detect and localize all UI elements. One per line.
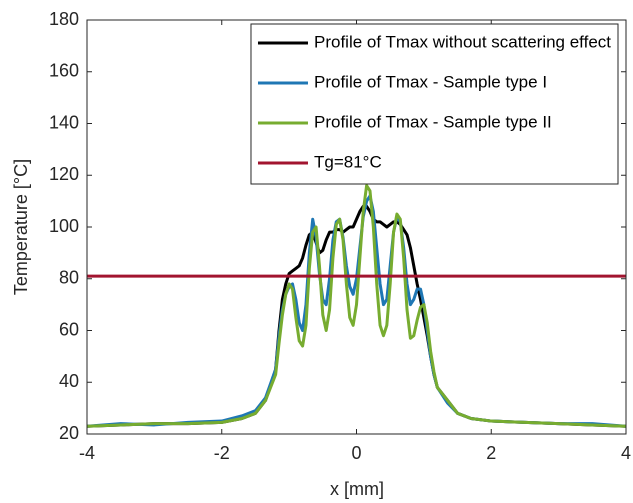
plot-frame [86,19,627,435]
y-tick-label: 100 [49,216,79,236]
y-tick-label: 120 [49,164,79,184]
legend-label: Profile of Tmax - Sample type I [314,72,547,91]
y-tick-label: 40 [59,371,79,391]
legend-label: Profile of Tmax without scattering effec… [314,32,611,51]
y-axis-label: Temperature [°C] [11,159,31,295]
x-tick-label: 4 [621,443,631,463]
y-tick-label: 80 [59,268,79,288]
y-tick-label: 160 [49,61,79,81]
legend-label: Tg=81°C [314,152,382,171]
x-tick-label: -2 [214,443,230,463]
legend: Profile of Tmax without scattering effec… [250,23,619,185]
series-line [86,184,627,428]
x-tick-label: 2 [486,443,496,463]
y-tick-label: 60 [59,319,79,339]
x-tick-label: 0 [351,443,361,463]
x-axis-label: x [mm] [330,479,384,499]
y-tick-label: 20 [59,423,79,443]
legend-label: Profile of Tmax - Sample type II [314,112,552,131]
y-tick-label: 140 [49,112,79,132]
y-tick-label: 180 [49,9,79,29]
legend-box [250,23,619,185]
x-tick-label: -4 [79,443,95,463]
